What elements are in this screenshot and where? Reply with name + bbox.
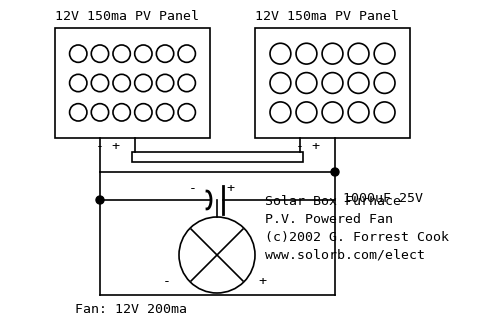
Circle shape [348, 73, 369, 94]
Text: 1000uF 25V: 1000uF 25V [343, 191, 423, 204]
Circle shape [270, 102, 291, 123]
Circle shape [348, 102, 369, 123]
Circle shape [156, 74, 174, 92]
Text: www.solorb.com/elect: www.solorb.com/elect [265, 249, 425, 262]
Circle shape [322, 43, 343, 64]
Text: -: - [189, 182, 197, 195]
Circle shape [113, 74, 130, 92]
Bar [255, 28, 410, 138]
Circle shape [156, 104, 174, 121]
Circle shape [113, 104, 130, 121]
Text: P.V. Powered Fan: P.V. Powered Fan [265, 213, 393, 226]
Circle shape [113, 45, 130, 62]
Circle shape [69, 74, 87, 92]
Circle shape [322, 73, 343, 94]
Circle shape [348, 43, 369, 64]
Circle shape [331, 168, 339, 176]
Circle shape [91, 45, 108, 62]
Circle shape [296, 43, 317, 64]
Circle shape [178, 74, 195, 92]
Circle shape [96, 196, 104, 204]
Circle shape [91, 74, 108, 92]
Bar [132, 152, 303, 162]
Circle shape [270, 73, 291, 94]
Text: +: + [258, 275, 266, 288]
Circle shape [178, 45, 195, 62]
Text: (c)2002 G. Forrest Cook: (c)2002 G. Forrest Cook [265, 231, 449, 244]
Circle shape [91, 104, 108, 121]
Text: - +: - + [296, 140, 320, 153]
Circle shape [296, 73, 317, 94]
Text: Solar Box Furnace: Solar Box Furnace [265, 195, 401, 208]
Circle shape [374, 73, 395, 94]
Circle shape [179, 217, 255, 293]
Circle shape [134, 45, 152, 62]
Text: +: + [226, 182, 234, 195]
Circle shape [322, 102, 343, 123]
Text: 12V 150ma PV Panel: 12V 150ma PV Panel [55, 10, 199, 23]
Circle shape [374, 102, 395, 123]
Circle shape [270, 43, 291, 64]
Text: 12V 150ma PV Panel: 12V 150ma PV Panel [255, 10, 399, 23]
Circle shape [69, 45, 87, 62]
Circle shape [296, 102, 317, 123]
Circle shape [134, 74, 152, 92]
Text: - +: - + [96, 140, 120, 153]
Bar [55, 28, 210, 138]
Circle shape [134, 104, 152, 121]
Text: Fan: 12V 200ma: Fan: 12V 200ma [75, 303, 187, 316]
Circle shape [156, 45, 174, 62]
Circle shape [69, 104, 87, 121]
Circle shape [374, 43, 395, 64]
Circle shape [178, 104, 195, 121]
Text: -: - [163, 275, 171, 288]
